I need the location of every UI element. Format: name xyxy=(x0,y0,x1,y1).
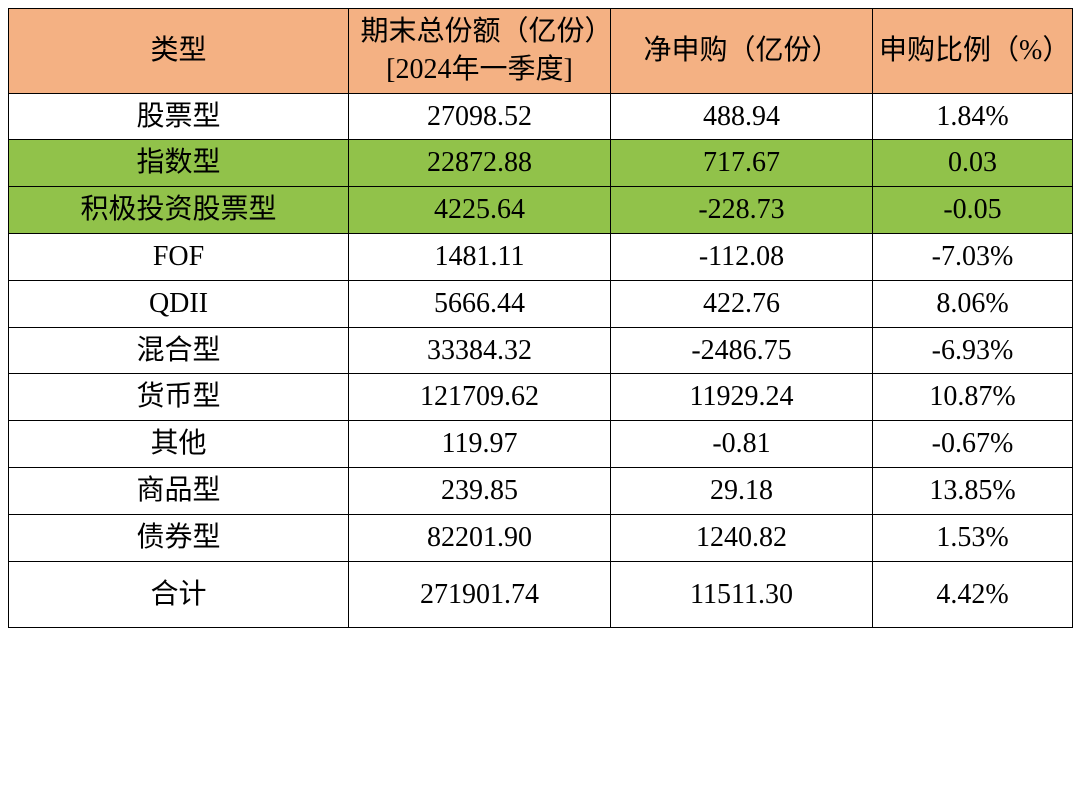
col-header-total: 期末总份额（亿份）[2024年一季度] xyxy=(349,9,611,94)
table-row: 股票型27098.52488.941.84% xyxy=(9,93,1073,140)
table-total-cell: 271901.74 xyxy=(349,561,611,628)
col-header-type: 类型 xyxy=(9,9,349,94)
table-cell: 11929.24 xyxy=(611,374,873,421)
table-cell: 1481.11 xyxy=(349,233,611,280)
table-cell: FOF xyxy=(9,233,349,280)
table-body: 股票型27098.52488.941.84%指数型22872.88717.670… xyxy=(9,93,1073,628)
col-header-net: 净申购（亿份） xyxy=(611,9,873,94)
table-row: 货币型121709.6211929.2410.87% xyxy=(9,374,1073,421)
table-cell: -228.73 xyxy=(611,187,873,234)
table-cell: 混合型 xyxy=(9,327,349,374)
table-total-row: 合计271901.7411511.304.42% xyxy=(9,561,1073,628)
table-cell: -2486.75 xyxy=(611,327,873,374)
table-row: 其他119.97-0.81-0.67% xyxy=(9,421,1073,468)
table-cell: 1240.82 xyxy=(611,514,873,561)
table-cell: 33384.32 xyxy=(349,327,611,374)
table-row: 积极投资股票型4225.64-228.73-0.05 xyxy=(9,187,1073,234)
table-row: 混合型33384.32-2486.75-6.93% xyxy=(9,327,1073,374)
table-cell: 29.18 xyxy=(611,467,873,514)
table-cell: 121709.62 xyxy=(349,374,611,421)
table-row: 指数型22872.88717.670.03 xyxy=(9,140,1073,187)
table-cell: 1.84% xyxy=(873,93,1073,140)
table-cell: 0.03 xyxy=(873,140,1073,187)
table-cell: 积极投资股票型 xyxy=(9,187,349,234)
table-total-cell: 合计 xyxy=(9,561,349,628)
table-row: 商品型239.8529.1813.85% xyxy=(9,467,1073,514)
table-cell: 1.53% xyxy=(873,514,1073,561)
table-cell: 119.97 xyxy=(349,421,611,468)
table-cell: QDII xyxy=(9,280,349,327)
table-cell: 5666.44 xyxy=(349,280,611,327)
table-cell: 8.06% xyxy=(873,280,1073,327)
table-cell: 货币型 xyxy=(9,374,349,421)
table-cell: 488.94 xyxy=(611,93,873,140)
table-cell: 239.85 xyxy=(349,467,611,514)
table-row: FOF1481.11-112.08-7.03% xyxy=(9,233,1073,280)
table-cell: -112.08 xyxy=(611,233,873,280)
table-cell: 商品型 xyxy=(9,467,349,514)
fund-share-table: 类型 期末总份额（亿份）[2024年一季度] 净申购（亿份） 申购比例（%） 股… xyxy=(8,8,1073,628)
table-header-row: 类型 期末总份额（亿份）[2024年一季度] 净申购（亿份） 申购比例（%） xyxy=(9,9,1073,94)
table-cell: 82201.90 xyxy=(349,514,611,561)
table-row: 债券型82201.901240.821.53% xyxy=(9,514,1073,561)
table-cell: 717.67 xyxy=(611,140,873,187)
table-cell: 股票型 xyxy=(9,93,349,140)
table-cell: 债券型 xyxy=(9,514,349,561)
table-row: QDII5666.44422.768.06% xyxy=(9,280,1073,327)
table-cell: 其他 xyxy=(9,421,349,468)
table-cell: 13.85% xyxy=(873,467,1073,514)
table-cell: -0.81 xyxy=(611,421,873,468)
table-total-cell: 4.42% xyxy=(873,561,1073,628)
table-cell: 指数型 xyxy=(9,140,349,187)
table-cell: -7.03% xyxy=(873,233,1073,280)
table-cell: 422.76 xyxy=(611,280,873,327)
table-total-cell: 11511.30 xyxy=(611,561,873,628)
table-cell: 4225.64 xyxy=(349,187,611,234)
table-cell: 22872.88 xyxy=(349,140,611,187)
table-cell: 27098.52 xyxy=(349,93,611,140)
table-cell: 10.87% xyxy=(873,374,1073,421)
table-cell: -0.05 xyxy=(873,187,1073,234)
table-cell: -0.67% xyxy=(873,421,1073,468)
table-cell: -6.93% xyxy=(873,327,1073,374)
col-header-ratio: 申购比例（%） xyxy=(873,9,1073,94)
